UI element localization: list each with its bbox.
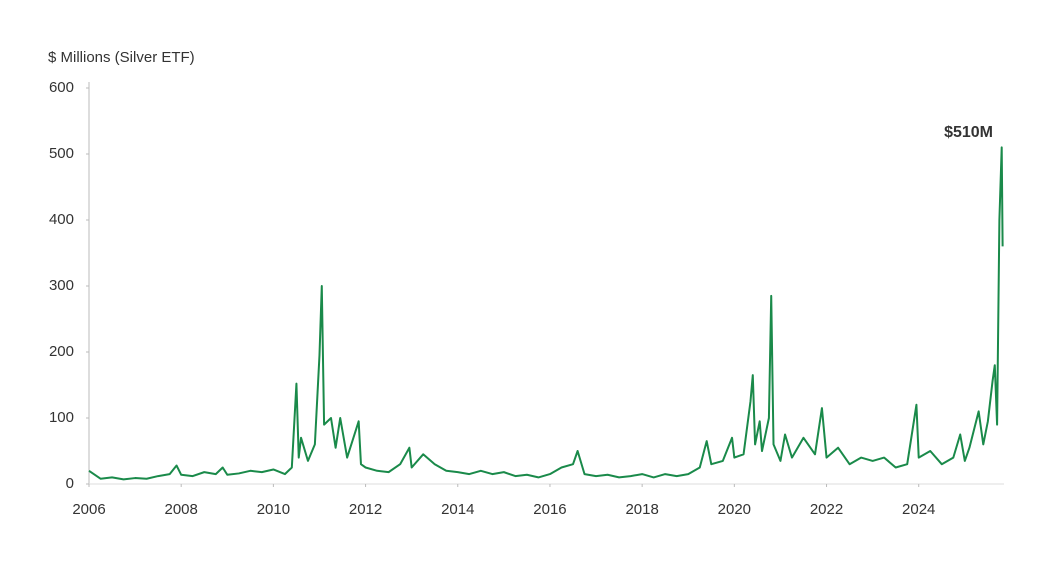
x-tick-label: 2010 xyxy=(257,501,290,518)
y-tick-label: 200 xyxy=(49,343,74,360)
y-tick-label: 0 xyxy=(66,475,74,492)
x-tick-label: 2014 xyxy=(441,501,474,518)
x-tick-label: 2016 xyxy=(533,501,566,518)
y-tick-label: 400 xyxy=(49,211,74,228)
x-tick-label: 2006 xyxy=(72,501,105,518)
x-tick-label: 2012 xyxy=(349,501,382,518)
x-tick-label: 2022 xyxy=(810,501,843,518)
x-tick-label: 2008 xyxy=(165,501,198,518)
x-tick-label: 2020 xyxy=(718,501,751,518)
y-tick-label: 600 xyxy=(49,79,74,96)
line xyxy=(88,146,1004,481)
x-tick-label: 2018 xyxy=(625,501,658,518)
y-tick-label: 300 xyxy=(49,277,74,294)
y-axis-label: $ Millions (Silver ETF) xyxy=(48,49,195,66)
y-tick-label: 500 xyxy=(49,145,74,162)
y-tick-label: 100 xyxy=(49,409,74,426)
x-tick-label: 2024 xyxy=(902,501,935,518)
annotation: $510M xyxy=(944,124,993,141)
